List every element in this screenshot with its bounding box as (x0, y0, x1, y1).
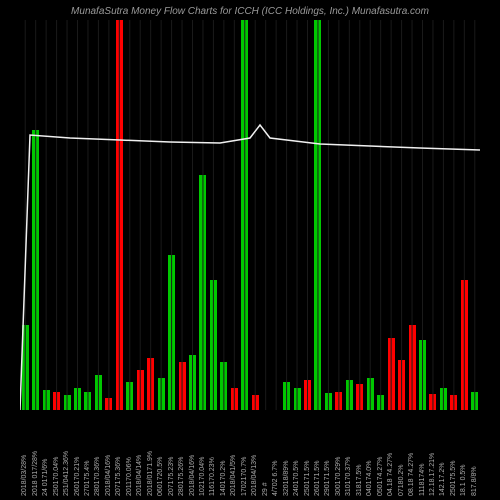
x-label: 18.1 0.5% (460, 464, 467, 496)
x-label: 270175.4% (84, 461, 91, 496)
x-axis-labels: 2018/03/28% 2018 017/28%24 0171/6% 250170.… (20, 410, 480, 500)
x-label: 04.18 74.27% (387, 453, 394, 496)
x-label: 08.18 74.27% (408, 453, 415, 496)
x-label: 300170.29% (335, 457, 342, 496)
x-label: 2018 017/28% (32, 451, 39, 496)
x-label: 260171.5% (314, 461, 321, 496)
x-label: 201170.06% (126, 457, 133, 496)
x-label: 12.18.17.21% (429, 453, 436, 496)
x-label: 250175.5% (450, 461, 457, 496)
x-label: 207175.36% (115, 457, 122, 496)
chart-title: MunafaSutra Money Flow Charts for ICCH (… (0, 6, 500, 17)
x-label: 1702170.7% (241, 457, 248, 496)
x-label: 2018/04/16% (105, 455, 112, 496)
x-label: 251/0412.36% (63, 451, 70, 496)
x-label: 250170.04% (53, 457, 60, 496)
x-label: 050174.27% (377, 457, 384, 496)
x-label: 142.17.2% (439, 463, 446, 496)
x-label: 4/702 6.7% (272, 461, 279, 496)
x-label: 07180.2% (398, 464, 405, 496)
x-label: 102170.04% (199, 457, 206, 496)
plot-area (20, 20, 480, 410)
x-label: 040174.0% (366, 461, 373, 496)
x-label: 2018/0171.9% (147, 451, 154, 496)
x-label: 207175.23% (168, 457, 175, 496)
line-overlay (20, 20, 480, 410)
x-label: 116170.23% (209, 457, 216, 496)
x-label: 2018/04/13% (251, 455, 258, 496)
x-label: 140170.2% (220, 461, 227, 496)
x-label: 0601720.5% (157, 457, 164, 496)
x-label: 2018/041/5% (230, 455, 237, 496)
x-label: 310170.37% (345, 457, 352, 496)
x-label: 32018/89% (283, 461, 290, 496)
x-label: 24 0171/6% (42, 459, 49, 496)
x-label: 250171.5% (304, 461, 311, 496)
x-label: 290171.5% (324, 461, 331, 496)
x-label: 31817.5% (356, 464, 363, 496)
x-label: 29 # (262, 482, 269, 496)
x-label: 240170.5% (293, 461, 300, 496)
x-label: 1118174% (419, 464, 426, 496)
x-label: 280175.26% (178, 457, 185, 496)
x-label: 2018/04/14% (136, 455, 143, 496)
x-label: 2018/04/16% (189, 455, 196, 496)
x-label: 260170.21% (74, 457, 81, 496)
x-label: 2018/03/28% (21, 455, 28, 496)
chart-container: MunafaSutra Money Flow Charts for ICCH (… (0, 0, 500, 500)
x-label: 817.8/8% (471, 466, 478, 496)
x-label: 280170.36% (94, 457, 101, 496)
